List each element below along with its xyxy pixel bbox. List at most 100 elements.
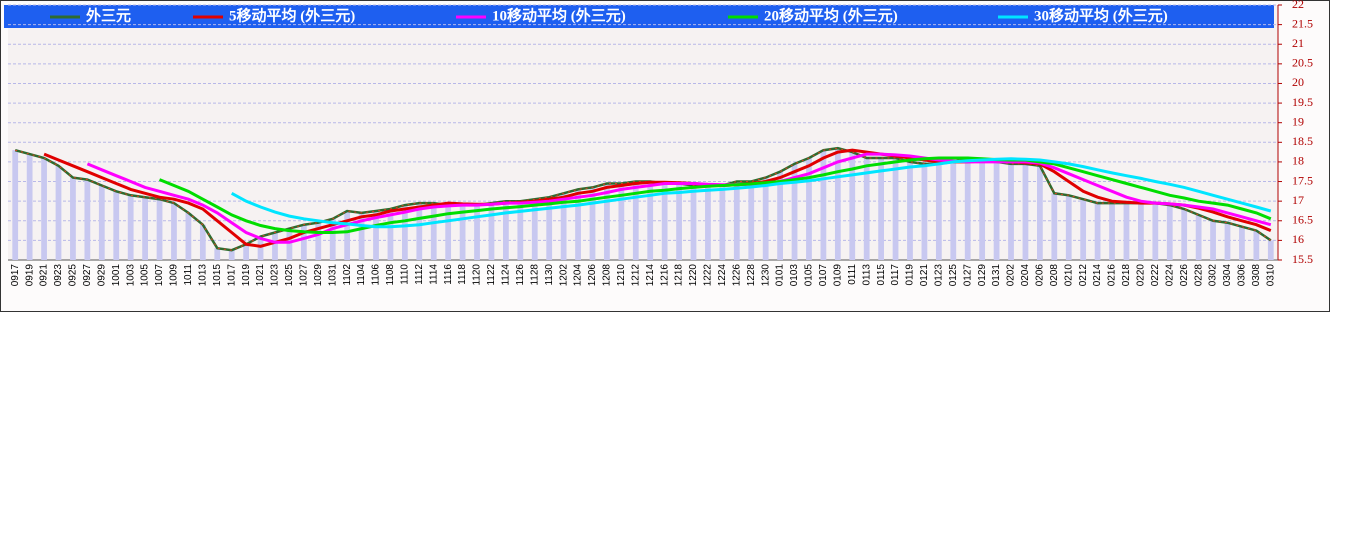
bar <box>1181 209 1188 260</box>
bar <box>185 212 192 260</box>
x-tick-label: 1126 <box>515 264 526 286</box>
x-tick-label: 0131 <box>991 264 1002 287</box>
bar <box>488 203 495 260</box>
bar <box>1166 205 1173 260</box>
bar <box>950 161 957 260</box>
bar <box>329 218 336 260</box>
x-tick-label: 0921 <box>39 264 50 287</box>
bar <box>430 203 437 260</box>
x-tick-label: 0123 <box>933 264 944 287</box>
bar <box>387 209 394 260</box>
x-tick-label: 0310 <box>1265 264 1276 287</box>
bar <box>1253 230 1260 260</box>
bar <box>1008 163 1014 260</box>
bar <box>863 158 870 260</box>
series-line <box>86 152 1272 244</box>
legend-label: 外三元 <box>85 6 131 24</box>
x-tick-label: 0923 <box>53 264 64 287</box>
bar <box>459 205 466 260</box>
bar <box>1051 193 1058 260</box>
x-tick-label: 1208 <box>602 264 613 287</box>
bar <box>98 185 105 260</box>
bar <box>878 158 885 260</box>
series-line <box>158 156 1272 234</box>
bar <box>690 185 697 260</box>
x-tick-label: 1019 <box>241 264 252 287</box>
bar <box>979 159 986 260</box>
bar <box>604 183 610 260</box>
bar <box>445 205 452 260</box>
x-tick-label: 0111 <box>847 264 858 285</box>
x-tick-label: 0925 <box>68 264 79 287</box>
bar <box>1138 203 1144 260</box>
bar <box>257 236 264 260</box>
x-tick-label: 1015 <box>212 264 223 287</box>
y-tick-label: 21 <box>1292 36 1304 50</box>
bar <box>517 201 524 260</box>
x-tick-label: 0119 <box>905 264 916 286</box>
bar <box>762 177 769 260</box>
x-tick-label: 0127 <box>962 264 973 287</box>
bar <box>705 185 711 260</box>
y-tick-label: 20 <box>1292 75 1304 89</box>
bar <box>142 197 148 260</box>
x-tick-label: 1212 <box>630 264 641 287</box>
bar <box>171 203 177 260</box>
x-tick-label: 1204 <box>573 264 584 287</box>
bar <box>344 210 351 260</box>
bar <box>315 222 322 260</box>
x-tick-label: 0202 <box>1006 264 1017 287</box>
x-tick-label: 0103 <box>789 264 800 287</box>
y-tick-label: 21.5 <box>1292 16 1313 30</box>
x-tick-label: 0115 <box>876 264 887 286</box>
y-tick-label: 15.5 <box>1292 252 1313 266</box>
x-tick-label: 0304 <box>1222 264 1233 287</box>
bar <box>228 250 235 260</box>
x-tick-label: 1011 <box>183 264 194 286</box>
bar <box>748 181 755 260</box>
bar <box>791 163 798 260</box>
bar <box>1267 240 1274 260</box>
bar <box>647 181 654 260</box>
bar <box>41 158 47 260</box>
x-tick-label: 0212 <box>1078 264 1089 287</box>
bar <box>1239 226 1245 260</box>
x-tick-label: 1228 <box>746 264 757 287</box>
x-tick-label: 1128 <box>529 264 540 286</box>
x-tick-label: 0216 <box>1107 264 1118 287</box>
bar <box>358 212 365 260</box>
x-tick-label: 1206 <box>587 264 598 287</box>
x-tick-label: 1001 <box>111 264 122 287</box>
bar <box>777 171 783 260</box>
bar <box>286 228 293 260</box>
x-tick-label: 1007 <box>154 264 165 287</box>
x-tick-label: 0226 <box>1179 264 1190 287</box>
y-tick-label: 19.5 <box>1292 95 1313 109</box>
x-tick-label: 1210 <box>616 264 627 287</box>
bar <box>199 224 206 260</box>
x-tick-label: 1021 <box>255 264 266 287</box>
x-tick-label: 1214 <box>645 264 656 287</box>
bar <box>1109 203 1115 260</box>
bar <box>1224 222 1231 260</box>
y-tick-label: 22 <box>1292 0 1304 11</box>
x-tick-label: 1112 <box>414 264 425 285</box>
x-tick-label: 0224 <box>1164 264 1175 287</box>
x-tick-label: 0125 <box>948 264 959 287</box>
x-tick-label: 1118 <box>457 264 468 285</box>
legend-bar <box>4 5 1274 28</box>
bar <box>964 158 971 260</box>
x-tick-label: 0917 <box>10 264 21 287</box>
bar <box>70 177 76 260</box>
bar <box>531 199 538 260</box>
bar <box>676 183 682 260</box>
bar <box>560 193 567 260</box>
x-tick-label: 1230 <box>760 264 771 287</box>
x-tick-label: 0929 <box>96 264 107 287</box>
x-tick-label: 1110 <box>400 264 411 285</box>
bar <box>373 210 379 260</box>
bar <box>127 195 134 260</box>
bar <box>820 150 827 260</box>
bar <box>907 161 913 260</box>
x-tick-label: 0101 <box>775 264 786 287</box>
